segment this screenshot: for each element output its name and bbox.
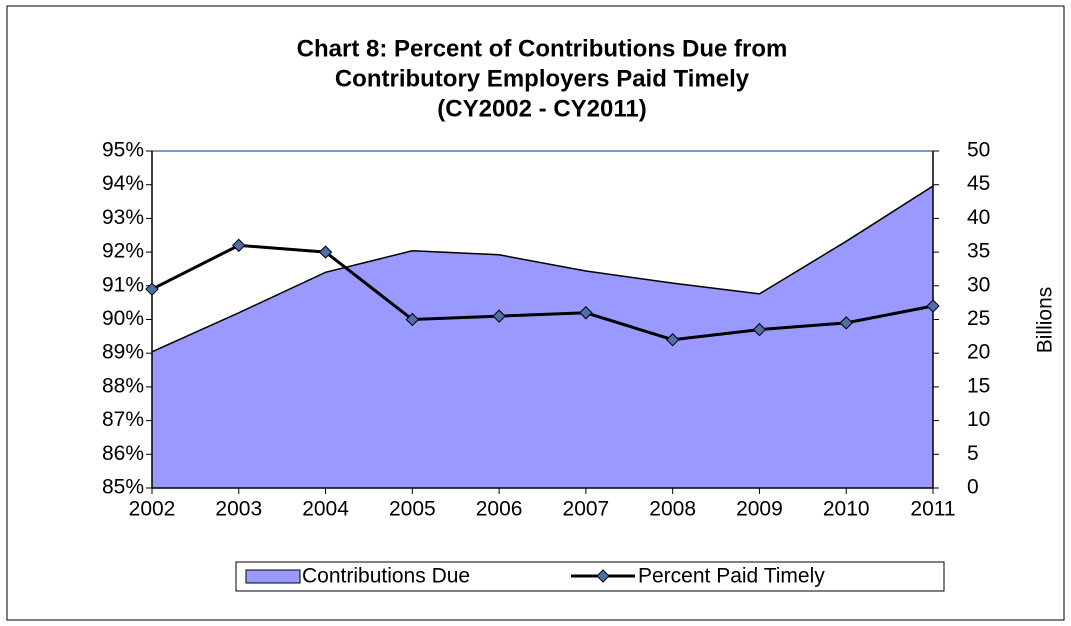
y2-tick-label: 5 (967, 442, 979, 465)
y2-tick-label: 20 (967, 341, 990, 364)
y-tick-label: 89% (102, 341, 144, 364)
line (151, 243, 934, 342)
legend-marker (596, 569, 610, 583)
x-tick-label: 2007 (563, 498, 610, 521)
legend-label: Contributions Due (302, 565, 470, 588)
chart-title: (CY2002 - CY2011) (437, 95, 646, 122)
y2-tick-label: 0 (967, 476, 979, 499)
marker (839, 316, 853, 330)
y-tick-label: 90% (102, 307, 144, 330)
chart-title: Chart 8: Percent of Contributions Due fr… (297, 35, 788, 62)
y2-tick-label: 50 (967, 139, 990, 162)
legend-swatch (245, 569, 301, 584)
marker (579, 306, 593, 320)
x-tick-label: 2009 (736, 498, 783, 521)
marker (405, 312, 420, 327)
x-tick-label: 2002 (129, 498, 176, 521)
area-edge (151, 185, 934, 353)
y-tick-label: 93% (102, 206, 144, 229)
y2-tick-label: 25 (967, 307, 990, 330)
x-tick-label: 2010 (823, 498, 870, 521)
x-tick-label: 2005 (389, 498, 436, 521)
y2-tick-label: 40 (967, 206, 990, 229)
y-tick-label: 95% (102, 139, 144, 162)
y-tick-label: 87% (102, 408, 144, 431)
y-tick-label: 88% (102, 374, 144, 397)
marker (752, 322, 767, 337)
marker (145, 282, 159, 296)
x-tick-label: 2004 (302, 498, 349, 521)
y-tick-label: 85% (102, 476, 144, 499)
legend-label: Percent Paid Timely (638, 565, 825, 588)
legend-item: Contributions Due (245, 565, 470, 588)
y2-tick-label: 45 (967, 172, 990, 195)
y-tick-label: 86% (102, 442, 144, 465)
y-tick-label: 92% (102, 240, 144, 263)
y2-tick-label: 10 (967, 408, 990, 431)
y2-axis-label: Billions (1034, 287, 1057, 354)
y-tick-label: 91% (102, 273, 144, 296)
y2-tick-label: 30 (967, 273, 990, 296)
x-tick-label: 2003 (215, 498, 262, 521)
x-tick-label: 2006 (476, 498, 523, 521)
area (152, 186, 933, 488)
marker (318, 245, 333, 259)
y-tick-label: 94% (102, 172, 144, 195)
chart-title: Contributory Employers Paid Timely (335, 65, 750, 92)
y2-tick-label: 15 (967, 374, 990, 397)
y2-tick-label: 35 (967, 240, 990, 263)
marker (926, 299, 940, 313)
x-tick-label: 2011 (910, 498, 955, 521)
marker (232, 238, 246, 253)
marker (492, 309, 506, 323)
x-tick-label: 2008 (649, 498, 696, 521)
legend-item: Percent Paid Timely (571, 565, 825, 588)
marker (665, 333, 680, 347)
